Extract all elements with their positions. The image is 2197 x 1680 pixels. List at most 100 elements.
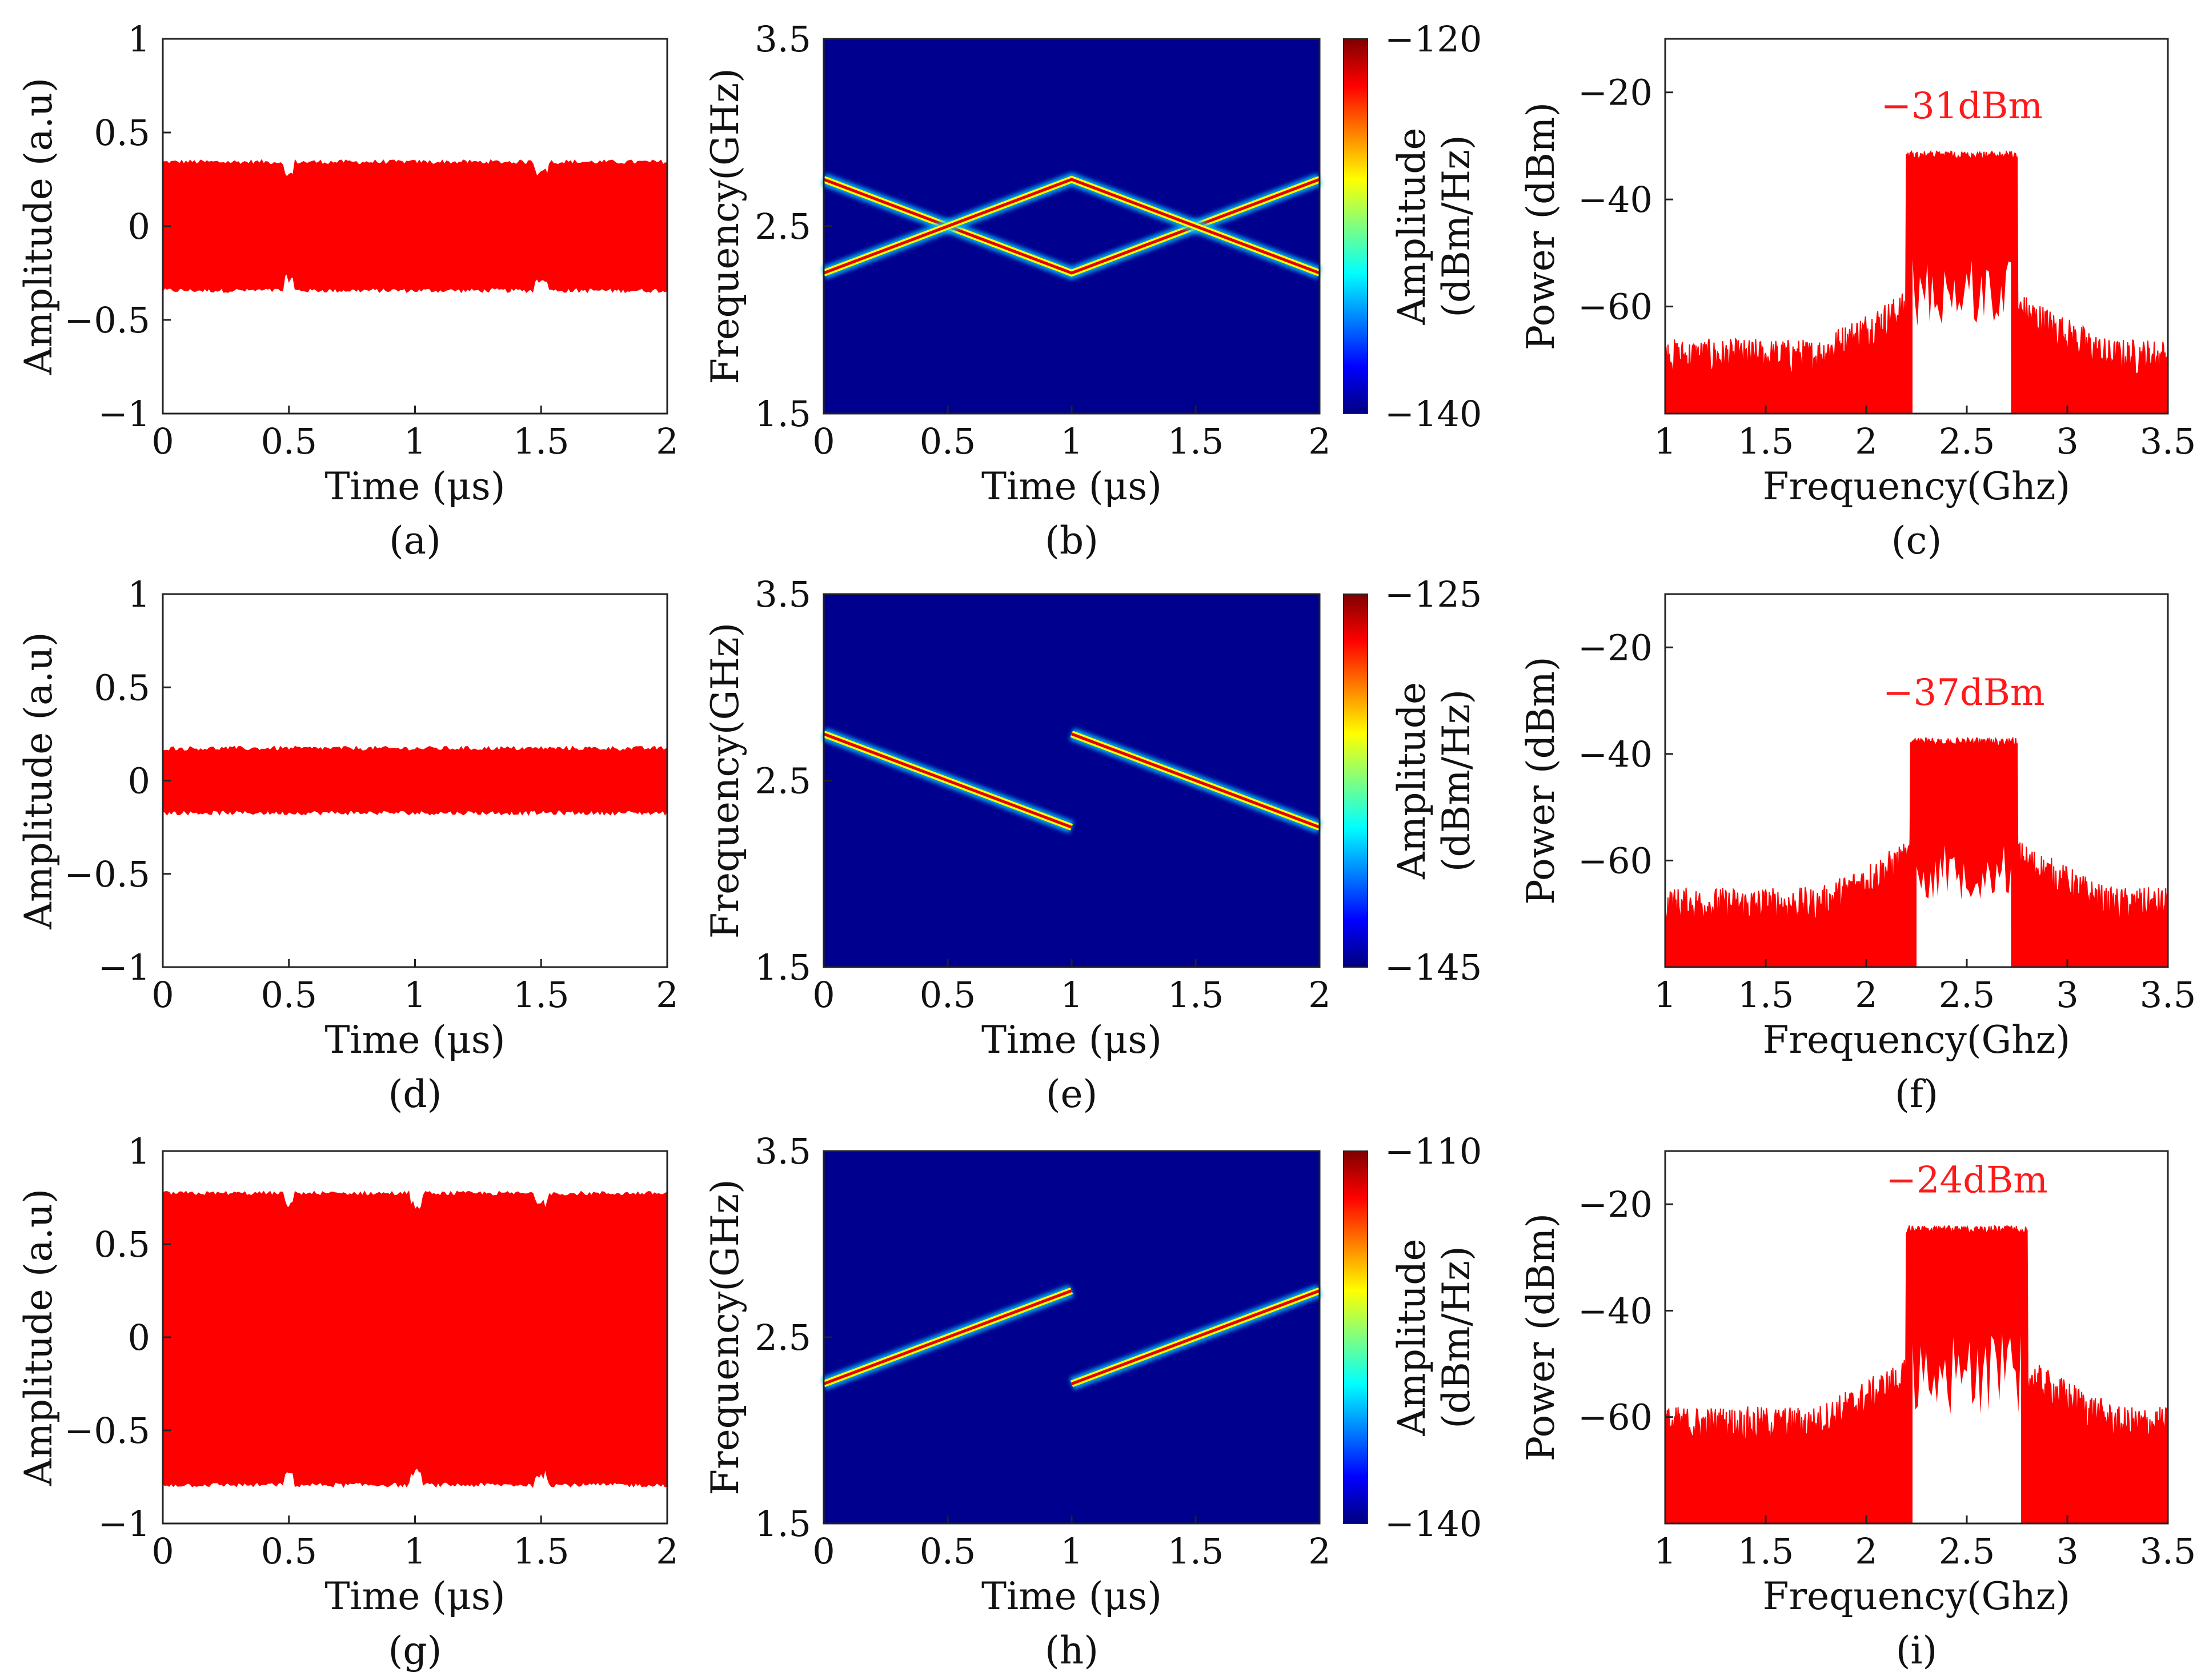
x-tick-label: 0.5 <box>260 974 317 1016</box>
panel-label: (c) <box>1891 519 1942 563</box>
signal-trace <box>162 745 668 816</box>
x-tick-label: 1.5 <box>1168 420 1224 462</box>
x-tick-label: 3.5 <box>2140 974 2196 1016</box>
x-tick-label: 2 <box>656 1530 678 1572</box>
y-tick-label: −20 <box>1578 627 1653 668</box>
panel-a: 0 0.5 1 1.5 2 1 0.5 0 −0.5 −1 Time (μs) Amplitude (… <box>17 18 679 563</box>
colorbar-max-label: −110 <box>1385 1130 1482 1172</box>
y-axis-label: Frequency(GHz) <box>703 623 747 939</box>
x-tick-label: 2 <box>656 420 678 462</box>
y-axis-label: Frequency(GHz) <box>703 1179 747 1495</box>
x-tick-label: 2 <box>1855 974 1877 1016</box>
axes-frame <box>1664 38 2169 415</box>
x-tick-label: 1 <box>1654 1530 1676 1572</box>
x-tick-label: 0 <box>812 420 835 462</box>
panel-label: (g) <box>388 1629 442 1673</box>
spectrum-trace <box>1665 736 2168 968</box>
panel-label: (h) <box>1045 1629 1098 1673</box>
chirp-line-1 <box>1071 732 1320 829</box>
colorbar-max-label: −120 <box>1385 18 1482 60</box>
colorbar-min-label: −140 <box>1385 393 1482 435</box>
x-tick-label: 1 <box>1060 974 1083 1016</box>
x-tick-label: 1 <box>1654 974 1676 1016</box>
y-tick-label: −40 <box>1578 1290 1653 1332</box>
colorbar-unit-label: (dBm/Hz) <box>1434 1246 1478 1428</box>
panel-label: (d) <box>388 1072 442 1116</box>
colorbar-unit-label: (dBm/Hz) <box>1434 135 1478 317</box>
y-tick-label: 1 <box>128 18 150 60</box>
y-axis-label: Frequency(GHz) <box>703 68 747 384</box>
x-tick-label: 1.5 <box>513 974 570 1016</box>
x-axis-label: Time (μs) <box>981 1574 1162 1618</box>
x-tick-label: 0.5 <box>920 1530 976 1572</box>
peak-annotation: −24dBm <box>1886 1159 2048 1201</box>
panel-label: (a) <box>389 519 441 563</box>
colorbar-unit-label: (dBm/Hz) <box>1434 689 1478 872</box>
peak-annotation: −31dBm <box>1881 85 2043 127</box>
panel-i: −24dBm 1 1.5 2 2.5 3 3.5 −20 −40 −60 Frequency(Ghz… <box>1519 1150 2196 1673</box>
axes-frame <box>1664 593 2169 968</box>
colorbar-max-label: −125 <box>1385 574 1482 615</box>
spectrogram-background <box>824 594 1320 967</box>
y-tick-label: 2.5 <box>755 206 811 247</box>
y-axis-label: Power (dBm) <box>1519 102 1563 350</box>
x-tick-label: 1.5 <box>1738 420 1794 462</box>
x-axis-label: Frequency(Ghz) <box>1763 1574 2070 1618</box>
y-tick-label: −1 <box>98 1503 150 1545</box>
panel-label: (i) <box>1896 1629 1938 1673</box>
x-tick-label: 0 <box>151 974 174 1016</box>
axes-frame <box>1664 1150 2169 1525</box>
y-tick-label: 3.5 <box>755 18 811 60</box>
x-tick-label: 0.5 <box>260 1530 317 1572</box>
chirp-line-1 <box>823 178 1320 275</box>
x-axis-label: Time (μs) <box>324 464 505 508</box>
colorbar-min-label: −145 <box>1385 947 1482 988</box>
x-tick-label: 3.5 <box>2140 420 2196 462</box>
panel-label: (b) <box>1045 519 1098 563</box>
y-tick-label: −20 <box>1578 72 1653 114</box>
y-tick-label: 1.5 <box>755 393 811 435</box>
x-axis-label: Frequency(Ghz) <box>1763 464 2070 508</box>
x-tick-label: 1.5 <box>513 1530 570 1572</box>
x-tick-label: 2.5 <box>1939 974 1995 1016</box>
x-tick-label: 0 <box>151 420 174 462</box>
x-tick-label: 0.5 <box>920 420 976 462</box>
x-tick-label: 1 <box>1654 420 1676 462</box>
colorbar-label: Amplitude <box>1390 127 1434 325</box>
y-tick-label: 3.5 <box>755 574 811 615</box>
panel-label: (e) <box>1046 1072 1098 1116</box>
spectrum-gap <box>1917 844 2011 967</box>
y-axis-label: Power (dBm) <box>1519 656 1563 904</box>
y-tick-label: −40 <box>1578 179 1653 220</box>
x-axis-label: Frequency(Ghz) <box>1763 1018 2070 1062</box>
y-tick-label: 1.5 <box>755 947 811 988</box>
x-tick-label: 1.5 <box>1738 1530 1794 1572</box>
colorbar-label: Amplitude <box>1390 682 1434 880</box>
x-tick-label: 2.5 <box>1939 1530 1995 1572</box>
signal-trace <box>162 159 668 294</box>
y-tick-label: 0.5 <box>94 112 150 154</box>
x-tick-label: 1 <box>1060 420 1083 462</box>
x-tick-label: 1 <box>1060 1530 1083 1572</box>
x-tick-label: 1.5 <box>1168 974 1224 1016</box>
y-axis-label: Power (dBm) <box>1519 1213 1563 1461</box>
colorbar <box>1343 1150 1368 1524</box>
spectrogram-background <box>824 39 1320 414</box>
colorbar-label: Amplitude <box>1390 1238 1434 1436</box>
y-tick-label: 1.5 <box>755 1503 811 1545</box>
chirp-line-0 <box>823 1289 1072 1385</box>
spectrogram-background <box>824 1151 1320 1523</box>
colorbar <box>1343 38 1368 414</box>
y-tick-label: −0.5 <box>64 1410 150 1452</box>
x-axis-label: Time (μs) <box>981 464 1162 508</box>
x-tick-label: 1.5 <box>1168 1530 1224 1572</box>
y-tick-label: 0 <box>128 760 150 802</box>
x-tick-label: 1 <box>404 1530 426 1572</box>
y-tick-label: −40 <box>1578 733 1653 775</box>
spectrum-gap <box>1912 1333 2022 1523</box>
x-tick-label: 2 <box>1855 1530 1877 1572</box>
y-tick-label: 0.5 <box>94 1224 150 1265</box>
